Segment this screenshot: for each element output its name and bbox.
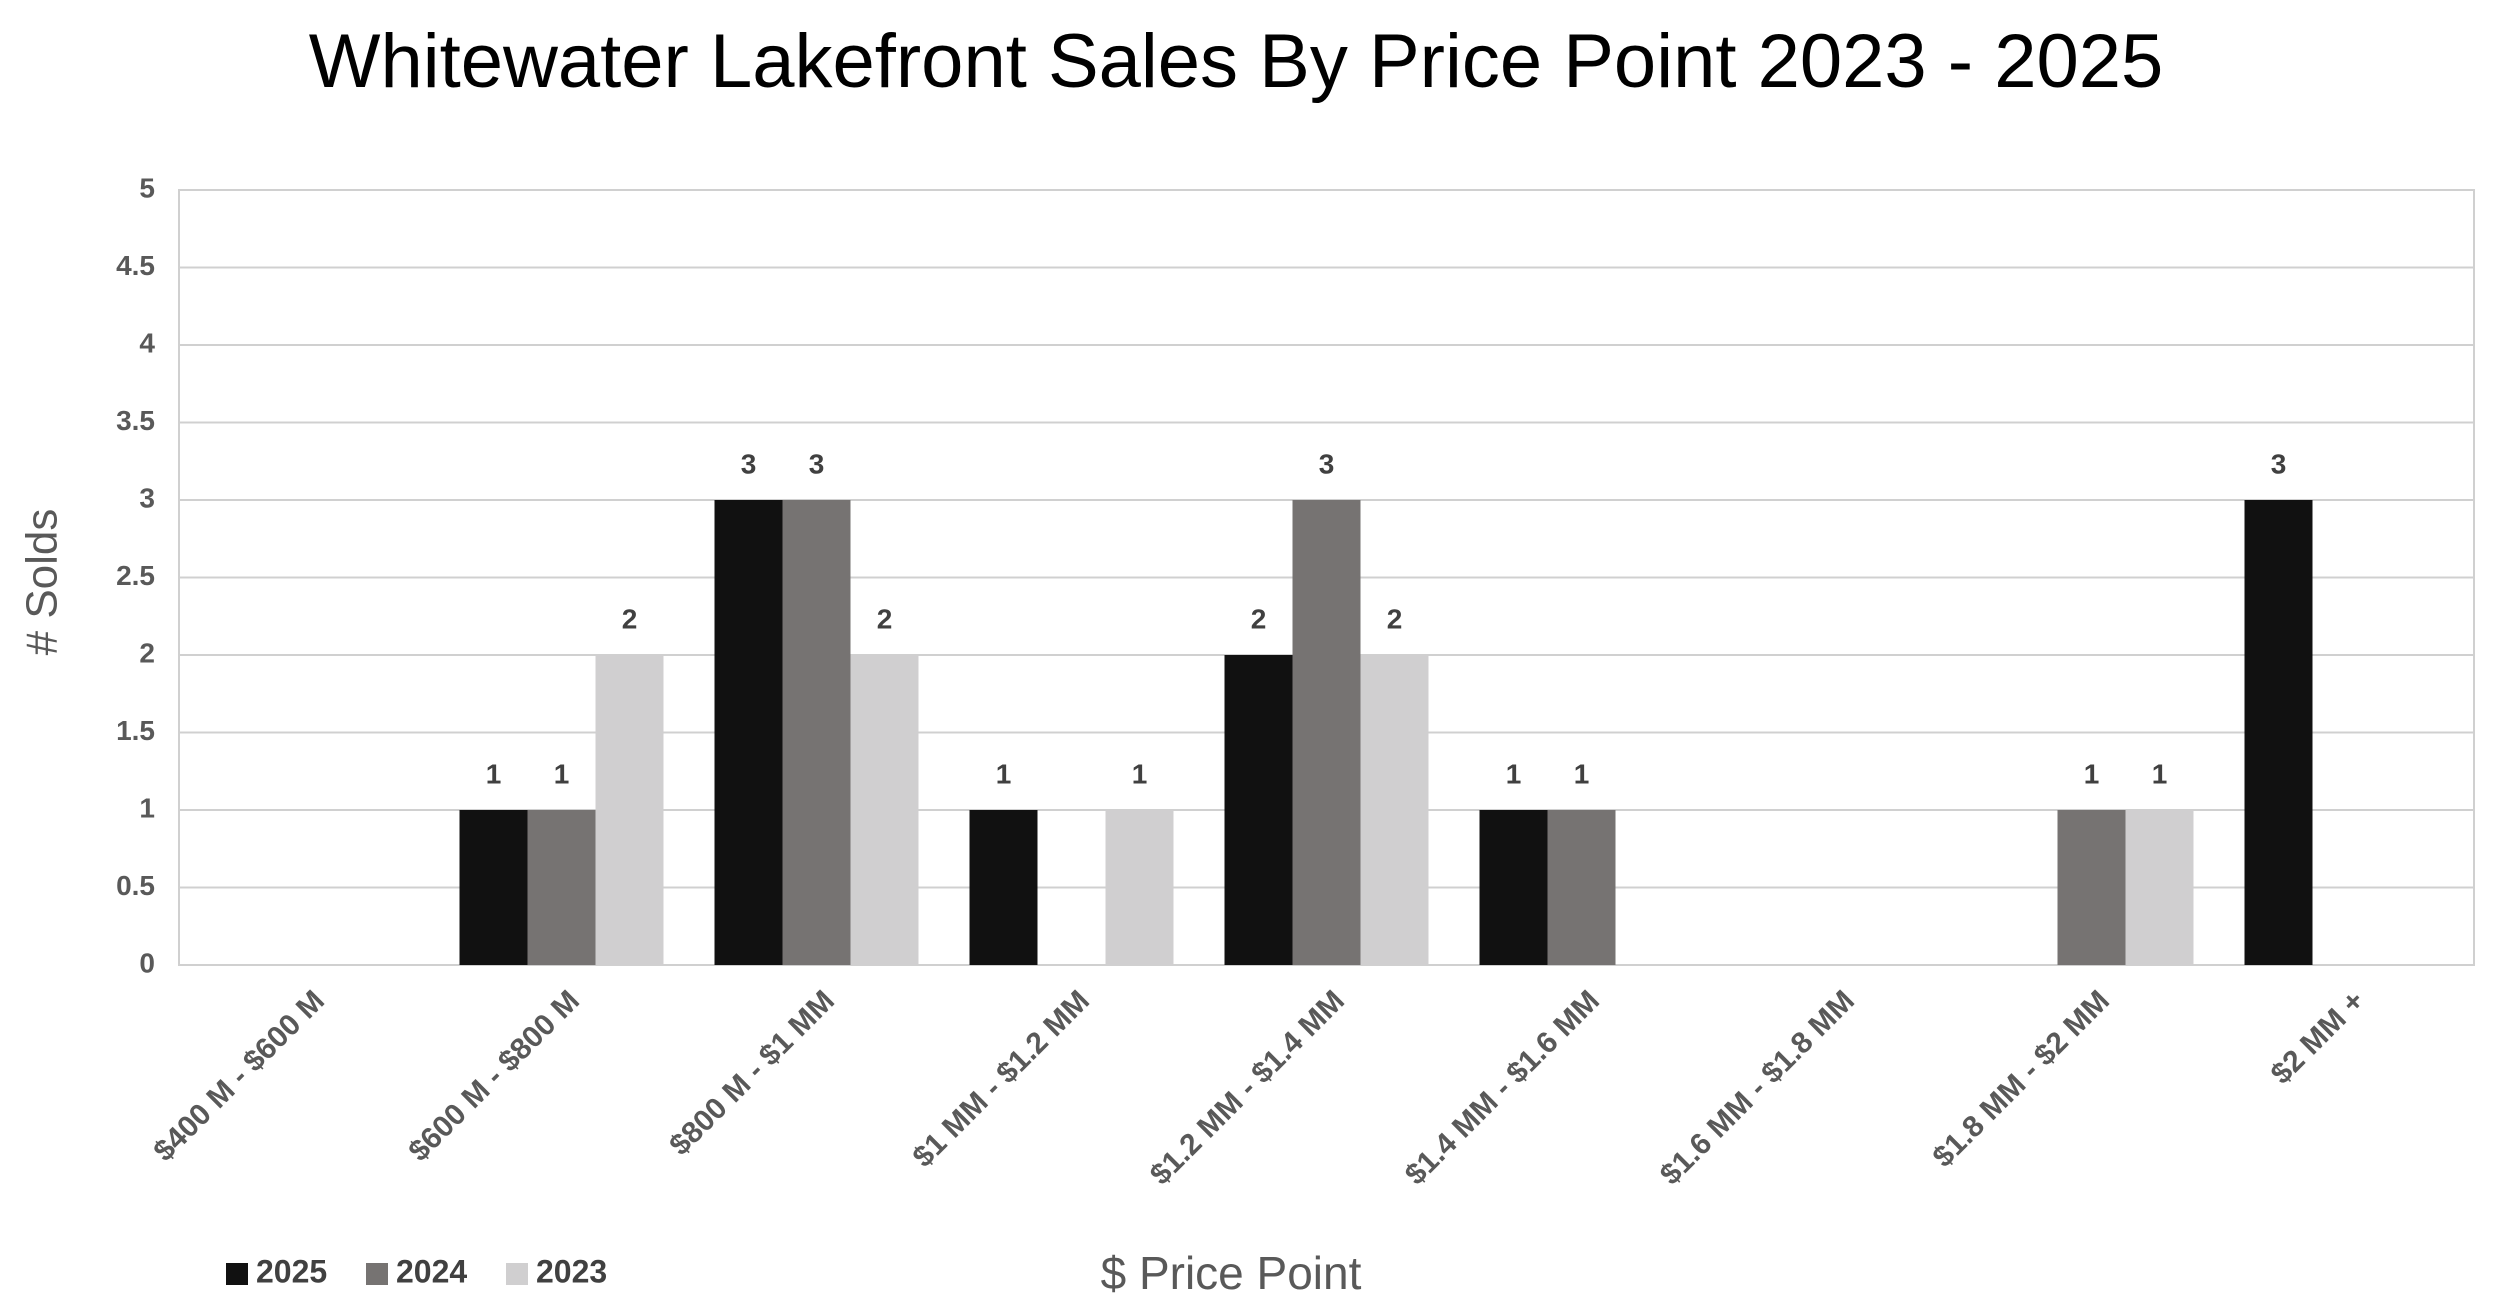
x-tick-label: $1.8 MM - $2 MM [1927, 984, 2117, 1174]
data-label: 2 [877, 603, 893, 634]
bar [969, 810, 1038, 965]
data-label: 1 [2084, 758, 2100, 789]
bar [1479, 810, 1548, 965]
x-tick-label: $800 M - $1 MM [663, 984, 841, 1162]
data-label: 1 [1506, 758, 1522, 789]
data-label: 1 [2152, 758, 2168, 789]
x-tick-label: $1.2 MM - $1.4 MM [1144, 984, 1351, 1191]
x-axis-label: $ Price Point [1101, 1247, 1362, 1299]
y-tick-label: 1.5 [116, 715, 155, 746]
bar [1292, 500, 1361, 965]
x-tick-label: $600 M - $800 M [402, 984, 586, 1168]
legend-swatch [226, 1263, 248, 1285]
chart-title: Whitewater Lakefront Sales By Price Poin… [309, 19, 2164, 104]
bar [459, 810, 528, 965]
x-tick-label: $2 MM + [2265, 984, 2371, 1090]
y-tick-label: 0.5 [116, 870, 155, 901]
data-label: 3 [741, 448, 757, 479]
y-tick-label: 5 [139, 172, 155, 203]
bar [2125, 810, 2194, 965]
data-label: 1 [1132, 758, 1148, 789]
y-tick-label: 1 [139, 792, 155, 823]
data-label: 1 [1574, 758, 1590, 789]
y-tick-label: 3.5 [116, 405, 155, 436]
bar [1360, 655, 1429, 965]
data-label: 2 [1387, 603, 1403, 634]
bar [850, 655, 919, 965]
bar [2057, 810, 2126, 965]
legend-label: 2024 [396, 1253, 467, 1289]
y-tick-label: 2 [139, 637, 155, 668]
y-axis-label: # Solds [18, 509, 67, 656]
bar [2244, 500, 2313, 965]
data-label: 2 [622, 603, 638, 634]
bar [595, 655, 664, 965]
x-tick-label: $1.6 MM - $1.8 MM [1654, 984, 1861, 1191]
data-label: 1 [996, 758, 1012, 789]
data-label: 3 [2271, 448, 2287, 479]
legend-label: 2023 [536, 1253, 607, 1289]
y-tick-label: 3 [139, 482, 155, 513]
legend-swatch [366, 1263, 388, 1285]
legend-label: 2025 [256, 1253, 327, 1289]
y-tick-label: 4.5 [116, 250, 155, 281]
x-tick-label: $1.4 MM - $1.6 MM [1399, 984, 1606, 1191]
x-tick-label: $400 M - $600 M [147, 984, 331, 1168]
data-label: 3 [809, 448, 825, 479]
bar [527, 810, 596, 965]
y-tick-label: 4 [139, 327, 155, 358]
bar [1547, 810, 1616, 965]
data-label: 3 [1319, 448, 1335, 479]
legend-swatch [506, 1263, 528, 1285]
x-tick-label: $1 MM - $1.2 MM [907, 984, 1097, 1174]
bar [1105, 810, 1174, 965]
bar [714, 500, 783, 965]
data-label: 1 [554, 758, 570, 789]
data-label: 1 [486, 758, 502, 789]
data-label: 2 [1251, 603, 1267, 634]
bar [1224, 655, 1293, 965]
bar [782, 500, 851, 965]
y-tick-label: 0 [139, 947, 155, 978]
y-tick-label: 2.5 [116, 560, 155, 591]
